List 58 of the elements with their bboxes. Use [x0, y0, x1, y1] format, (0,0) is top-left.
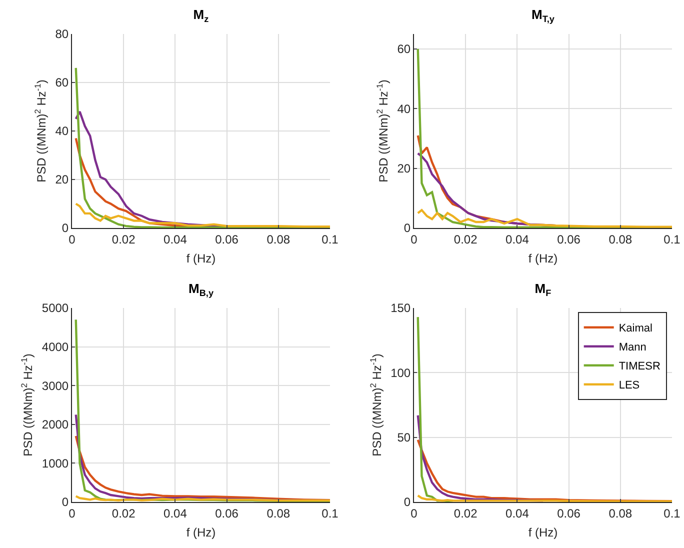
line-series — [416, 316, 454, 502]
y-tick-label: 80 — [55, 27, 69, 42]
x-tick-label: 0.1 — [322, 232, 339, 246]
x-tick-label: 0.08 — [608, 232, 632, 246]
legend-label: TIMESR — [618, 360, 660, 373]
x-tick-label: 0.06 — [215, 232, 239, 246]
x-tick-label: 0.08 — [266, 232, 290, 246]
y-tick-label: 150 — [390, 301, 411, 316]
x-tick-label: 0.02 — [454, 506, 478, 520]
y-tick-label: 40 — [397, 102, 411, 116]
chart-title: M$_{z}$ — [193, 7, 210, 24]
x-tick-label: 0.06 — [215, 506, 239, 520]
legend-label: LES — [618, 380, 640, 392]
x-tick-label: 0.06 — [557, 232, 581, 246]
y-tick-label: 20 — [55, 172, 69, 187]
x-tick-label: 0.08 — [608, 506, 632, 520]
x-tick-label: 0.04 — [164, 232, 188, 246]
x-tick-label: 0.1 — [322, 506, 339, 520]
x-tick-label: 0.04 — [164, 506, 188, 520]
x-tick-label: 0.02 — [454, 232, 478, 246]
line-series — [416, 438, 672, 502]
legend-label: Mann — [618, 342, 646, 354]
line-series — [74, 434, 330, 502]
y-tick-label: 60 — [55, 76, 69, 90]
chart-title: M$_{T,y}$ — [532, 7, 556, 24]
x-tick-label: 0.06 — [557, 506, 581, 520]
x-axis-title: f (Hz) — [528, 525, 558, 540]
line-series — [74, 318, 330, 502]
y-tick-label: 1000 — [42, 456, 69, 470]
y-tick-label: 0 — [404, 495, 411, 510]
chart-title: M$_{F}$ — [534, 281, 552, 298]
x-axis-title: f (Hz) — [186, 525, 216, 540]
y-tick-label: 50 — [397, 430, 411, 445]
x-tick-label: 0.02 — [112, 232, 136, 246]
x-tick-label: 0.1 — [664, 506, 681, 520]
x-tick-label: 0.08 — [266, 506, 290, 520]
x-tick-label: 0.1 — [664, 232, 681, 246]
x-axis-title: f (Hz) — [528, 251, 558, 266]
y-tick-label: 0 — [62, 221, 69, 236]
y-tick-label: 20 — [397, 162, 411, 176]
legend-label: Kaimal — [618, 322, 652, 335]
y-tick-label: 2000 — [42, 418, 69, 432]
y-tick-label: 3000 — [42, 378, 69, 393]
x-tick-label: 0.04 — [506, 232, 530, 246]
chart-title: M$_{B,y}$ — [188, 281, 214, 298]
x-axis-title: f (Hz) — [186, 251, 216, 266]
x-tick-label: 0.04 — [506, 506, 530, 520]
y-tick-label: 5000 — [42, 301, 69, 316]
y-tick-label: 0 — [62, 495, 69, 510]
y-tick-label: 100 — [390, 366, 411, 380]
y-tick-label: 40 — [55, 124, 69, 138]
y-tick-label: 0 — [404, 221, 411, 236]
y-tick-label: 60 — [397, 42, 411, 56]
line-series — [74, 202, 330, 228]
x-tick-label: 0.02 — [112, 506, 136, 520]
line-series — [74, 66, 330, 228]
line-series — [416, 208, 672, 228]
y-tick-label: 4000 — [42, 340, 69, 354]
